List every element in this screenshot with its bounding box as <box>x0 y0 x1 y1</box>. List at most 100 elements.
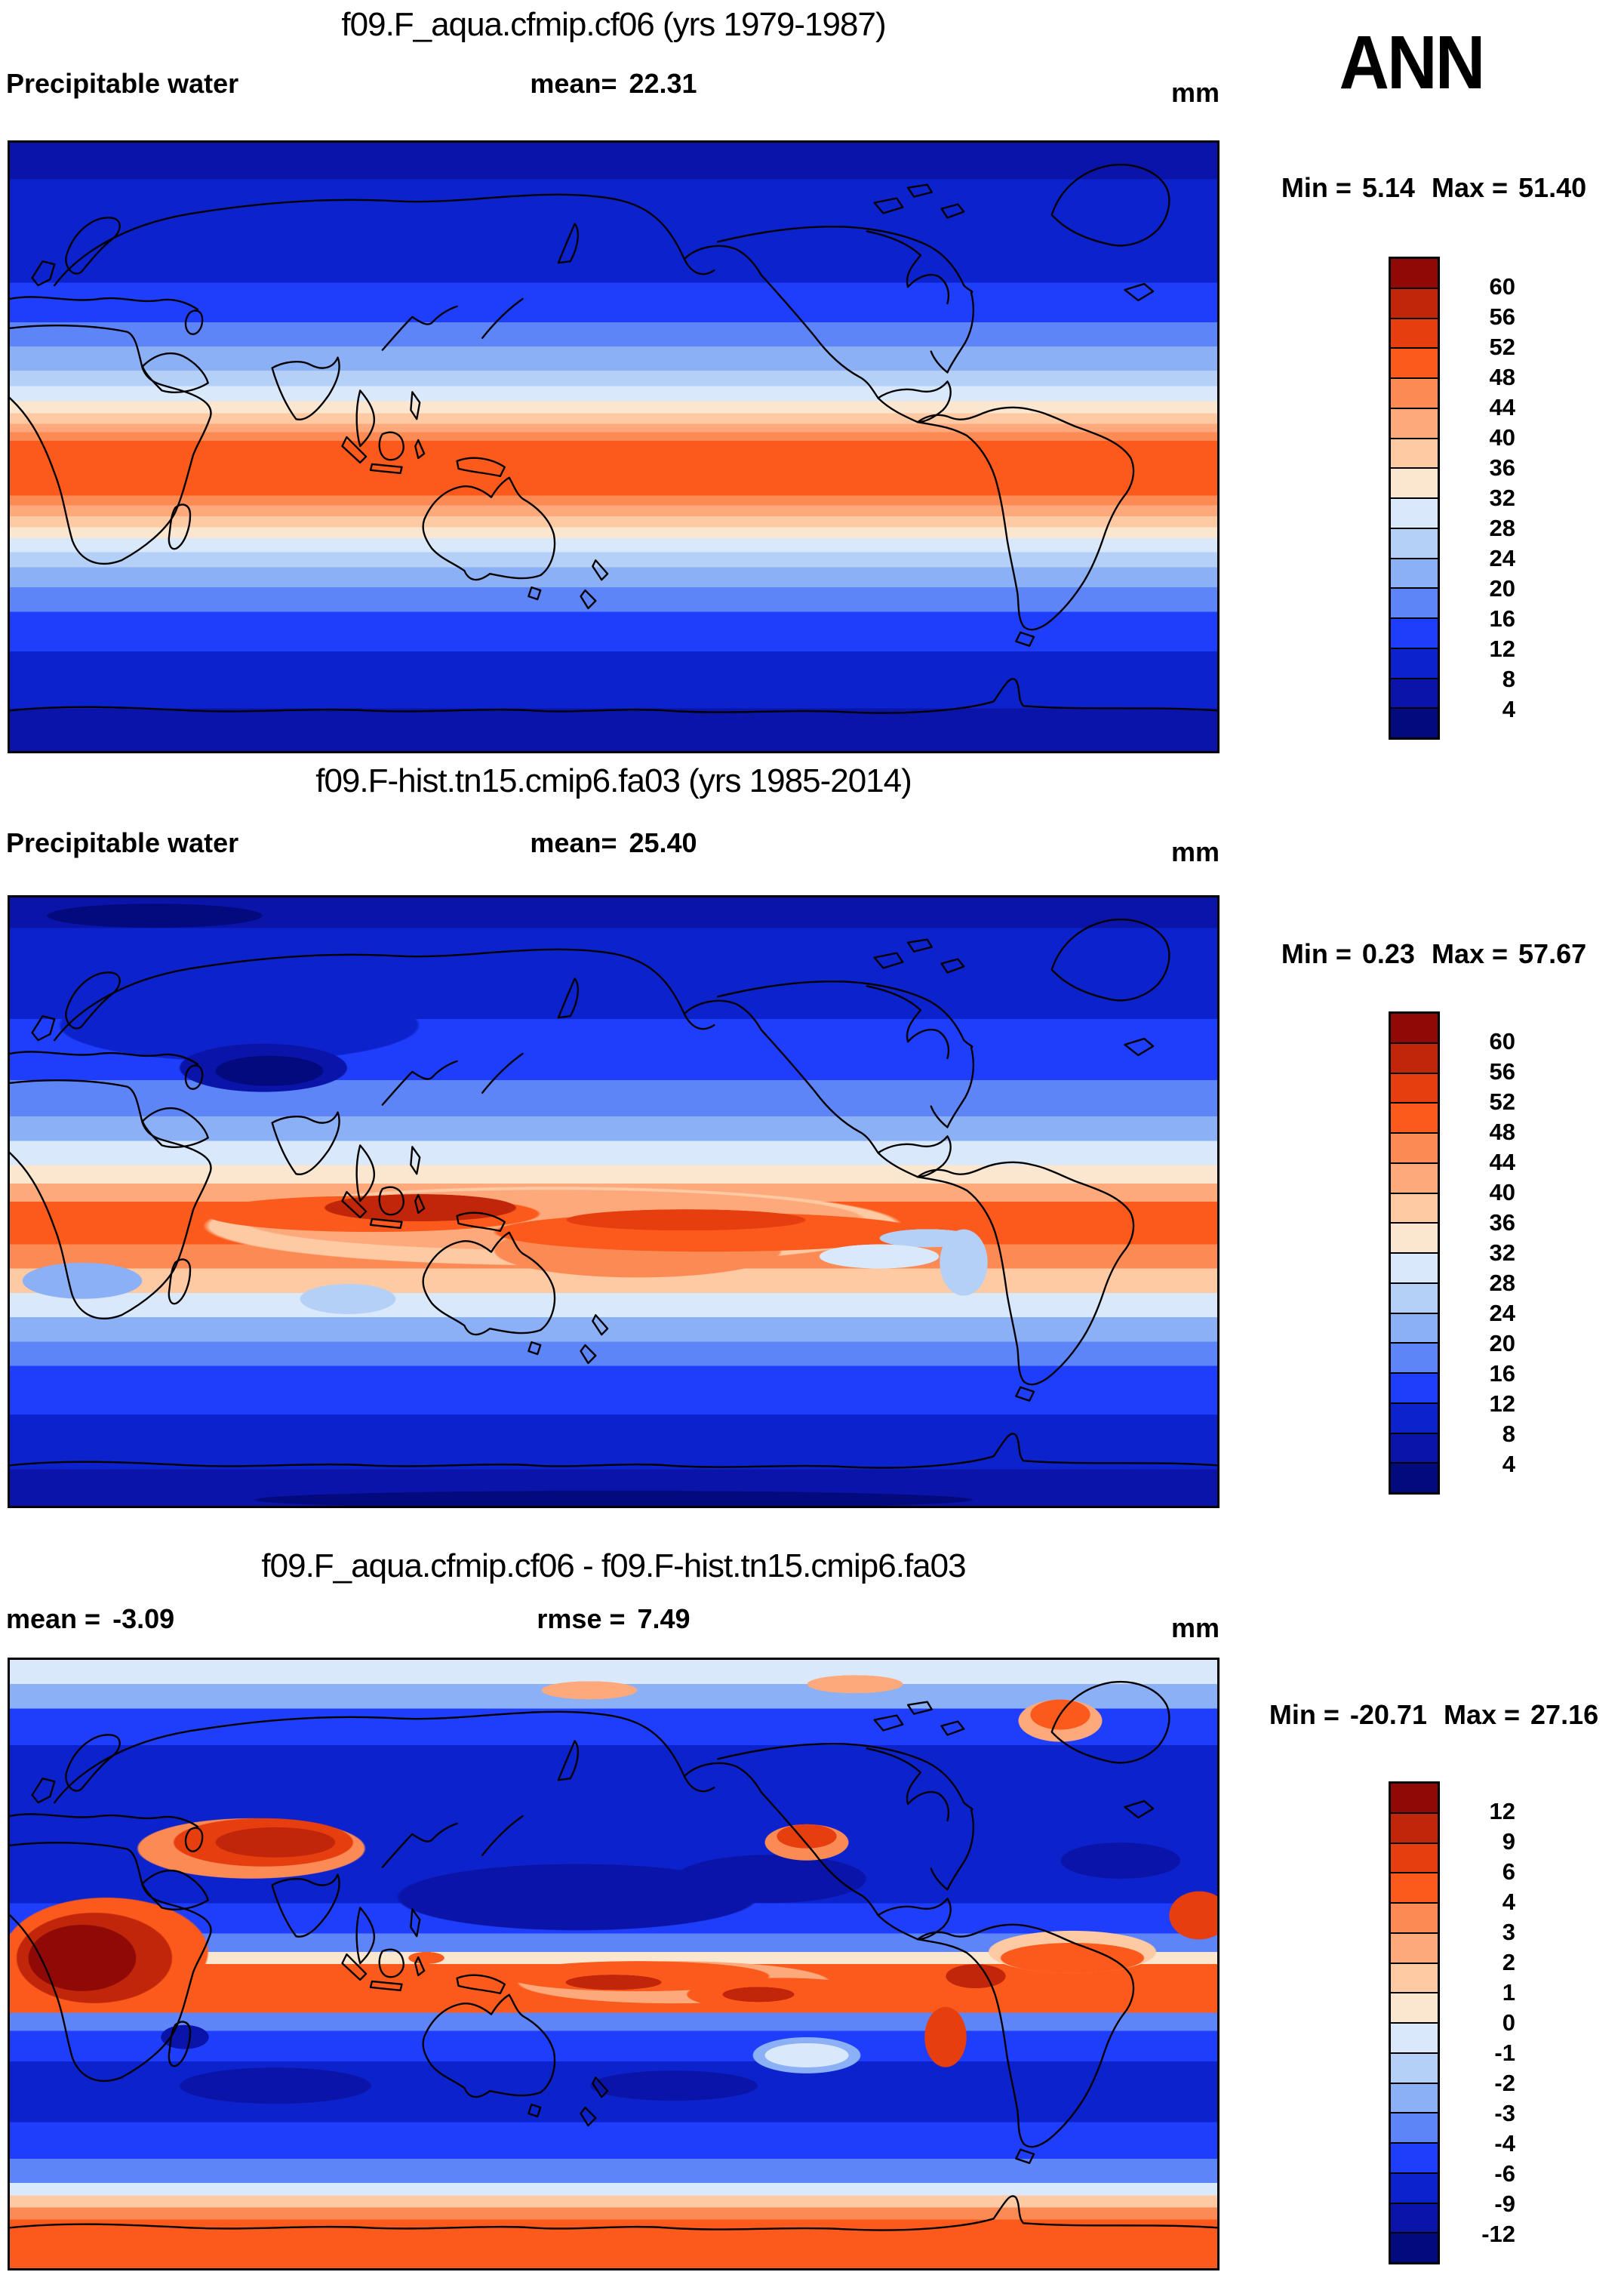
colorbar-swatch <box>1391 1312 1438 1343</box>
colorbar-tick-label: 44 <box>1489 394 1515 420</box>
colorbar-swatch <box>1391 677 1438 708</box>
colorbar-swatch <box>1391 1462 1438 1492</box>
panel3-mean: mean = -3.09 <box>6 1603 174 1635</box>
colorbar-swatch <box>1391 1842 1438 1873</box>
panel2-mean: mean= 25.40 <box>0 827 1227 859</box>
colorbar-swatch <box>1391 2232 1438 2262</box>
colorbar-swatch <box>1391 1192 1438 1223</box>
panel3-title: f09.F_aqua.cfmip.cf06 - f09.F-hist.tn15.… <box>261 1547 966 1584</box>
colorbar-tick-label: 16 <box>1489 605 1515 632</box>
colorbar-swatch <box>1391 1072 1438 1103</box>
colorbar-panel1: 60 56 52 48 44 40 36 32 28 24 20 16 12 8 4 <box>1389 257 1585 740</box>
panel3-min-value: -20.71 <box>1349 1699 1427 1730</box>
colorbar-swatch <box>1391 557 1438 588</box>
colorbar-swatch <box>1391 1432 1438 1463</box>
colorbar-swatch <box>1391 2202 1438 2233</box>
panel3-units: mm <box>1170 1612 1220 1643</box>
panel2-min-label: Min = <box>1281 938 1352 969</box>
colorbar-swatch <box>1391 1872 1438 1902</box>
colorbar-swatch <box>1391 647 1438 678</box>
map-panel3-difference <box>8 1658 1220 2270</box>
panel1-min-value: 5.14 <box>1361 172 1415 203</box>
colorbar-swatch <box>1391 1222 1438 1252</box>
colorbar-tick-label: 36 <box>1489 454 1515 481</box>
colorbar-tick-label: -3 <box>1494 2100 1515 2126</box>
panel1-mean: mean= 22.31 <box>0 68 1227 100</box>
colorbar-swatch <box>1391 2052 1438 2083</box>
colorbar-swatch <box>1391 467 1438 497</box>
colorbar-tick-label: 4 <box>1502 1451 1515 1477</box>
colorbar-swatch <box>1391 1282 1438 1313</box>
panel1-max-value: 51.40 <box>1518 172 1587 203</box>
colorbar-tick-label: -9 <box>1494 2190 1515 2217</box>
colorbar-swatch <box>1391 347 1438 377</box>
colorbar-panel2-ticks: 60 56 52 48 44 40 36 32 28 24 20 16 12 8 4 <box>1452 1011 1515 1495</box>
panel3-min-label: Min = <box>1269 1699 1339 1730</box>
colorbar-swatch <box>1391 1014 1438 1042</box>
colorbar-swatch <box>1391 1132 1438 1162</box>
panel2-mean-label: mean= <box>530 827 617 858</box>
panel1-title: f09.F_aqua.cfmip.cf06 (yrs 1979-1987) <box>341 6 886 43</box>
colorbar-swatch <box>1391 1342 1438 1372</box>
colorbar-tick-label: 52 <box>1489 334 1515 360</box>
colorbar-tick-label: 4 <box>1502 1889 1515 1915</box>
colorbar-swatch <box>1391 1992 1438 2022</box>
colorbar-panel1-swatches <box>1389 257 1440 740</box>
colorbar-swatch <box>1391 287 1438 318</box>
colorbar-panel1-ticks: 60 56 52 48 44 40 36 32 28 24 20 16 12 8 4 <box>1452 257 1515 740</box>
coastlines-overlay <box>10 163 1217 714</box>
colorbar-tick-label: 60 <box>1489 1028 1515 1054</box>
panel1-mean-value: 22.31 <box>629 68 697 99</box>
colorbar-tick-label: 0 <box>1502 2009 1515 2036</box>
panel1-max-label: Max = <box>1431 172 1509 203</box>
colorbar-swatch <box>1391 1784 1438 1812</box>
colorbar-swatch <box>1391 1962 1438 1993</box>
colorbar-swatch <box>1391 1162 1438 1193</box>
panel1-min-label: Min = <box>1281 172 1352 203</box>
colorbar-tick-label: 40 <box>1489 1179 1515 1205</box>
colorbar-panel2: 60 56 52 48 44 40 36 32 28 24 20 16 12 8 4 <box>1389 1011 1585 1495</box>
colorbar-swatch <box>1391 617 1438 648</box>
coastlines-overlay <box>10 1680 1217 2231</box>
colorbar-tick-label: 48 <box>1489 364 1515 390</box>
colorbar-panel3: 12 9 6 4 3 2 1 0 -1 -2 -3 -4 -6 -9 -12 <box>1389 1781 1585 2264</box>
colorbar-swatch <box>1391 259 1438 288</box>
panel1-mean-label: mean= <box>530 68 617 99</box>
panel3-mean-value: -3.09 <box>112 1603 175 1634</box>
colorbar-tick-label: 16 <box>1489 1360 1515 1387</box>
panel3-minmax: Min = -20.71 Max = 27.16 <box>1249 1699 1619 1731</box>
colorbar-tick-label: 52 <box>1489 1088 1515 1115</box>
panel2-min-value: 0.23 <box>1361 938 1415 969</box>
colorbar-swatch <box>1391 317 1438 348</box>
colorbar-tick-label: 8 <box>1502 666 1515 692</box>
colorbar-panel3-swatches <box>1389 1781 1440 2264</box>
colorbar-tick-label: 24 <box>1489 1300 1515 1326</box>
colorbar-swatch <box>1391 2112 1438 2142</box>
colorbar-tick-label: 56 <box>1489 1058 1515 1085</box>
panel3-mean-label: mean = <box>6 1603 101 1634</box>
panel1-minmax: Min = 5.14 Max = 51.40 <box>1249 172 1619 204</box>
colorbar-swatch <box>1391 527 1438 558</box>
colorbar-tick-label: 32 <box>1489 485 1515 511</box>
panel3-rmse: rmse = 7.49 <box>0 1603 1227 1635</box>
colorbar-tick-label: 20 <box>1489 575 1515 602</box>
colorbar-swatch <box>1391 2022 1438 2052</box>
panel3-rmse-value: 7.49 <box>637 1603 691 1634</box>
colorbar-swatch <box>1391 497 1438 528</box>
colorbar-swatch <box>1391 1902 1438 1932</box>
colorbar-tick-label: -2 <box>1494 2070 1515 2096</box>
colorbar-tick-label: 8 <box>1502 1421 1515 1447</box>
colorbar-tick-label: 28 <box>1489 1270 1515 1296</box>
colorbar-swatch <box>1391 1812 1438 1843</box>
coastlines-overlay <box>10 918 1217 1469</box>
colorbar-tick-label: 60 <box>1489 273 1515 300</box>
colorbar-tick-label: 36 <box>1489 1209 1515 1236</box>
colorbar-swatch <box>1391 1932 1438 1963</box>
map-panel1-model <box>8 140 1220 753</box>
colorbar-tick-label: -6 <box>1494 2160 1515 2187</box>
colorbar-swatch <box>1391 1252 1438 1282</box>
panel2-units: mm <box>1170 836 1220 867</box>
colorbar-tick-label: 48 <box>1489 1119 1515 1145</box>
panel3-max-label: Max = <box>1443 1699 1521 1730</box>
colorbar-panel2-swatches <box>1389 1011 1440 1495</box>
